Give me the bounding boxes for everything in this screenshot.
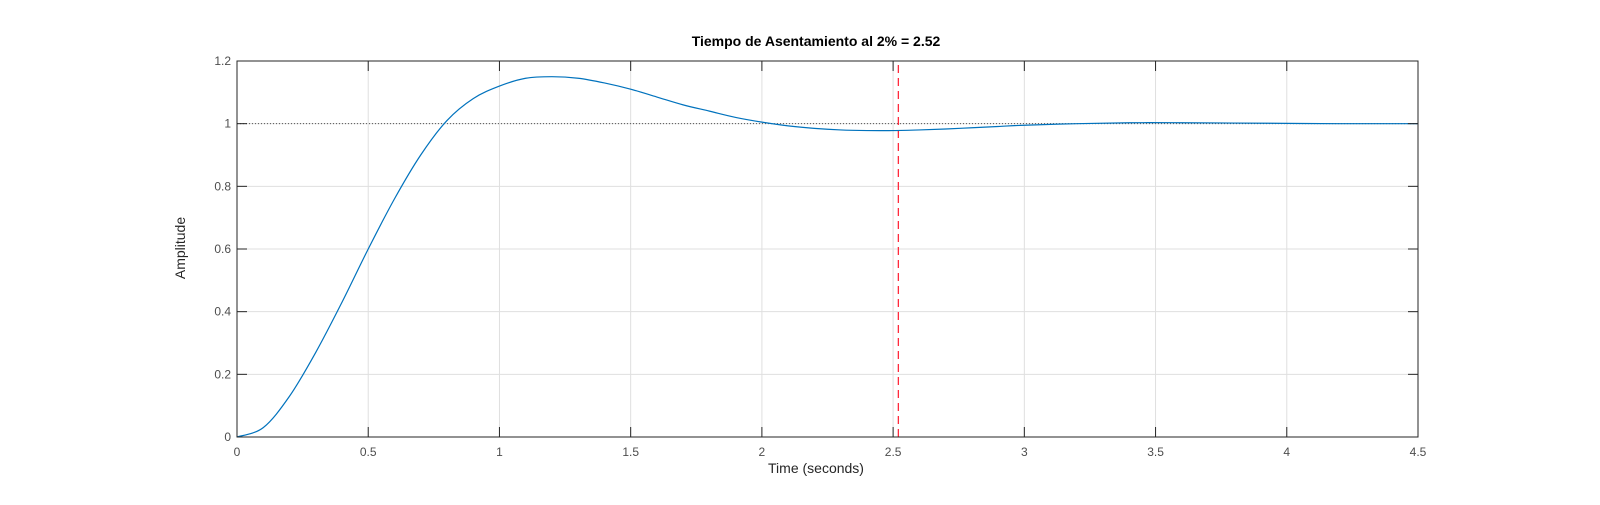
y-tick-labels: 0 0.2 0.4 0.6 0.8 1 1.2 [214,54,231,444]
x-tick-label: 3 [1021,445,1028,459]
series-layer [236,76,1419,438]
chart-title: Tiempo de Asentamiento al 2% = 2.52 [692,33,941,49]
y-tick-label: 0.8 [214,179,231,193]
x-tick-label: 1 [496,445,503,459]
x-tick-label: 3.5 [1147,445,1164,459]
y-tick-label: 1 [224,117,231,131]
y-axis-label: Amplitude [172,217,188,279]
x-tick-label: 0.5 [360,445,377,459]
y-tick-label: 0.2 [214,367,231,381]
tick-marks [236,60,1419,438]
x-tick-label: 2.5 [885,445,902,459]
x-tick-label: 4.5 [1410,445,1427,459]
x-tick-labels: 0 0.5 1 1.5 2 2.5 3 3.5 4 4.5 [234,445,1427,459]
x-tick-label: 4 [1283,445,1290,459]
reference-lines [237,65,1418,437]
y-tick-label: 0.6 [214,242,231,256]
x-tick-label: 2 [759,445,766,459]
x-axis-label: Time (seconds) [768,460,864,476]
y-tick-label: 1.2 [214,54,231,68]
step-response-line [236,76,1419,438]
x-tick-label: 1.5 [622,445,639,459]
y-tick-label: 0 [224,430,231,444]
y-tick-label: 0.4 [214,305,231,319]
x-tick-label: 0 [234,445,241,459]
